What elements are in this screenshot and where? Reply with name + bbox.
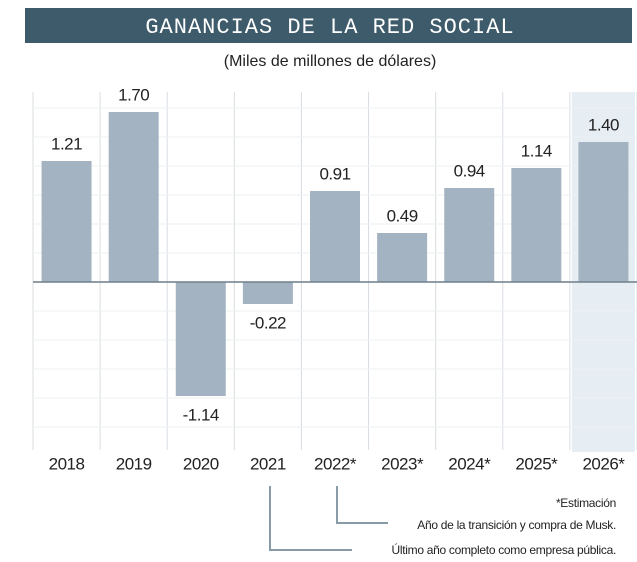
x-tick-label: 2023* — [381, 454, 424, 473]
bar — [109, 112, 159, 282]
data-label: -0.22 — [250, 313, 286, 332]
bar — [310, 191, 360, 282]
data-label: 0.49 — [387, 206, 418, 225]
bar — [578, 142, 628, 282]
data-label: 0.94 — [454, 161, 485, 180]
annotation: *Estimación — [556, 496, 616, 510]
page: GANANCIAS DE LA RED SOCIAL (Miles de mil… — [0, 0, 637, 562]
data-label: 1.70 — [118, 85, 149, 104]
bar — [377, 233, 427, 282]
bar — [176, 282, 226, 396]
chart-title: GANANCIAS DE LA RED SOCIAL — [145, 15, 514, 40]
annotation: Último año completo como empresa pública… — [392, 542, 616, 557]
x-tick-label: 2025* — [515, 454, 558, 473]
data-label: 1.40 — [588, 115, 619, 134]
x-tick-label: 2022* — [314, 454, 357, 473]
chart: GANANCIAS DE LA RED SOCIAL (Miles de mil… — [0, 0, 637, 562]
x-tick-label: 2026* — [582, 454, 625, 473]
x-tick-label: 2024* — [448, 454, 491, 473]
bar — [42, 161, 92, 282]
bar — [444, 188, 494, 282]
x-tick-label: 2021 — [250, 454, 286, 473]
chart-subtitle: (Miles de millones de dólares) — [224, 53, 437, 70]
data-label: 1.14 — [521, 141, 552, 160]
data-label: -1.14 — [183, 405, 219, 424]
x-tick-label: 2019 — [116, 454, 152, 473]
x-tick-label: 2020 — [183, 454, 219, 473]
bar — [511, 168, 561, 282]
x-tick-label: 2018 — [49, 454, 85, 473]
annotation: Año de la transición y compra de Musk. — [417, 518, 616, 532]
data-label: 0.91 — [319, 164, 350, 183]
bar — [243, 282, 293, 304]
data-label: 1.21 — [51, 134, 82, 153]
